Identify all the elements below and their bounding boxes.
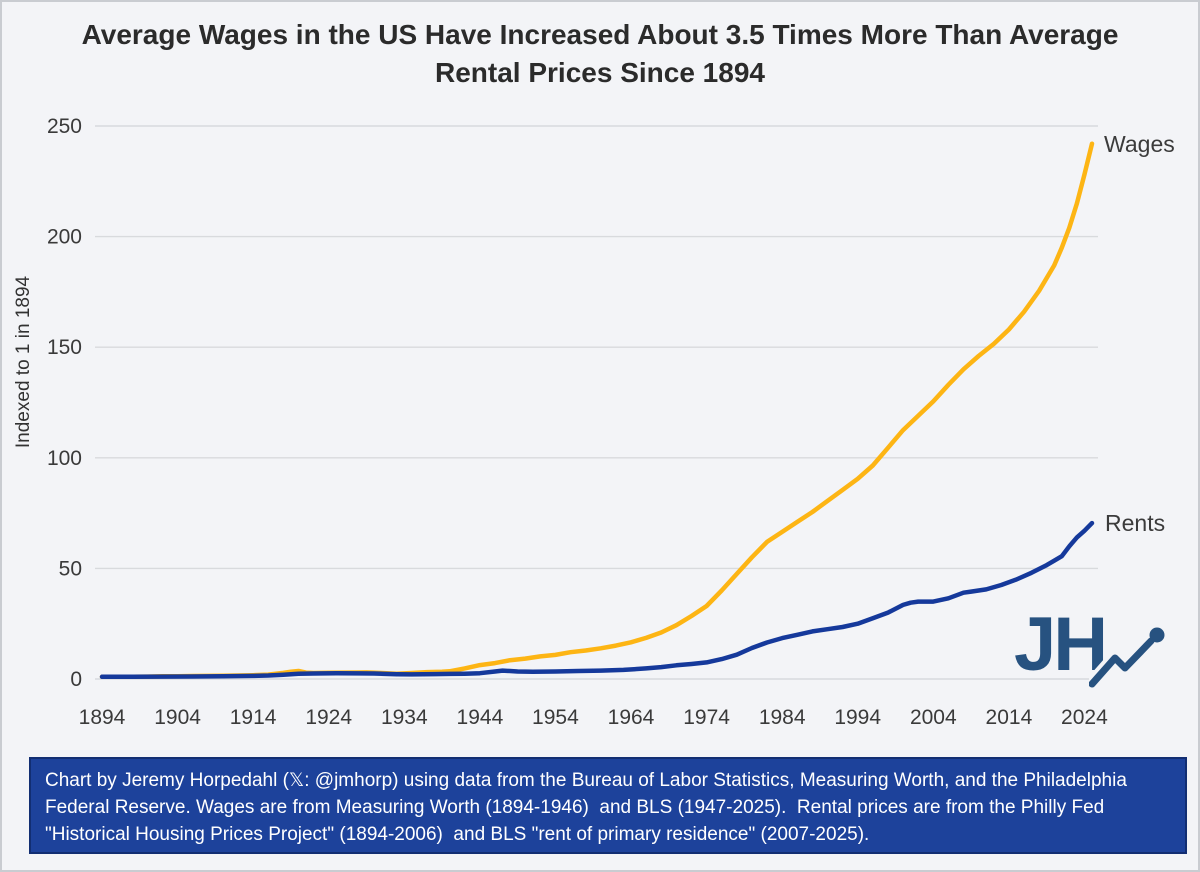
x-tick-label: 2004: [910, 706, 957, 729]
jh-logo: JH: [1014, 607, 1165, 690]
y-tick-label: 250: [47, 115, 82, 138]
x-tick-label: 1904: [154, 706, 201, 729]
x-tick-label: 1964: [608, 706, 655, 729]
x-tick-label: 1994: [834, 706, 881, 729]
chart-title: Average Wages in the US Have Increased A…: [2, 16, 1198, 92]
rents-series-label: Rents: [1105, 510, 1166, 536]
chart-title-line1: Average Wages in the US Have Increased A…: [81, 19, 1119, 50]
attribution-text: Chart by Jeremy Horpedahl (𝕏: @jmhorp) u…: [45, 770, 1133, 845]
x-tick-label: 1924: [305, 706, 352, 729]
x-tick-label: 2014: [986, 706, 1033, 729]
y-tick-label: 200: [47, 226, 82, 249]
y-tick-label: 100: [47, 447, 82, 470]
trend-arrow-icon: [1089, 627, 1165, 690]
x-tick-label: 1934: [381, 706, 428, 729]
jh-logo-text: JH: [1014, 602, 1108, 687]
x-tick-label: 1954: [532, 706, 579, 729]
y-tick-label: 50: [59, 557, 82, 580]
x-tick-label: 2024: [1061, 706, 1108, 729]
x-tick-label: 1984: [759, 706, 806, 729]
wages-line: [99, 141, 1095, 680]
x-tick-label: 1944: [457, 706, 504, 729]
wages-series-label: Wages: [1104, 131, 1175, 157]
x-tick-label: 1974: [683, 706, 730, 729]
y-tick-label: 0: [70, 668, 82, 691]
attribution-footer: Chart by Jeremy Horpedahl (𝕏: @jmhorp) u…: [29, 757, 1187, 854]
x-tick-label: 1914: [230, 706, 277, 729]
chart-title-line2: Rental Prices Since 1894: [435, 57, 765, 88]
rents-line: [99, 520, 1095, 680]
line-chart: 0 50 100 150 200 250 1894 1904 1914 1924 1934 1944 1…: [47, 115, 1108, 729]
y-tick-label: 150: [47, 336, 82, 359]
x-tick-label: 1894: [79, 706, 126, 729]
